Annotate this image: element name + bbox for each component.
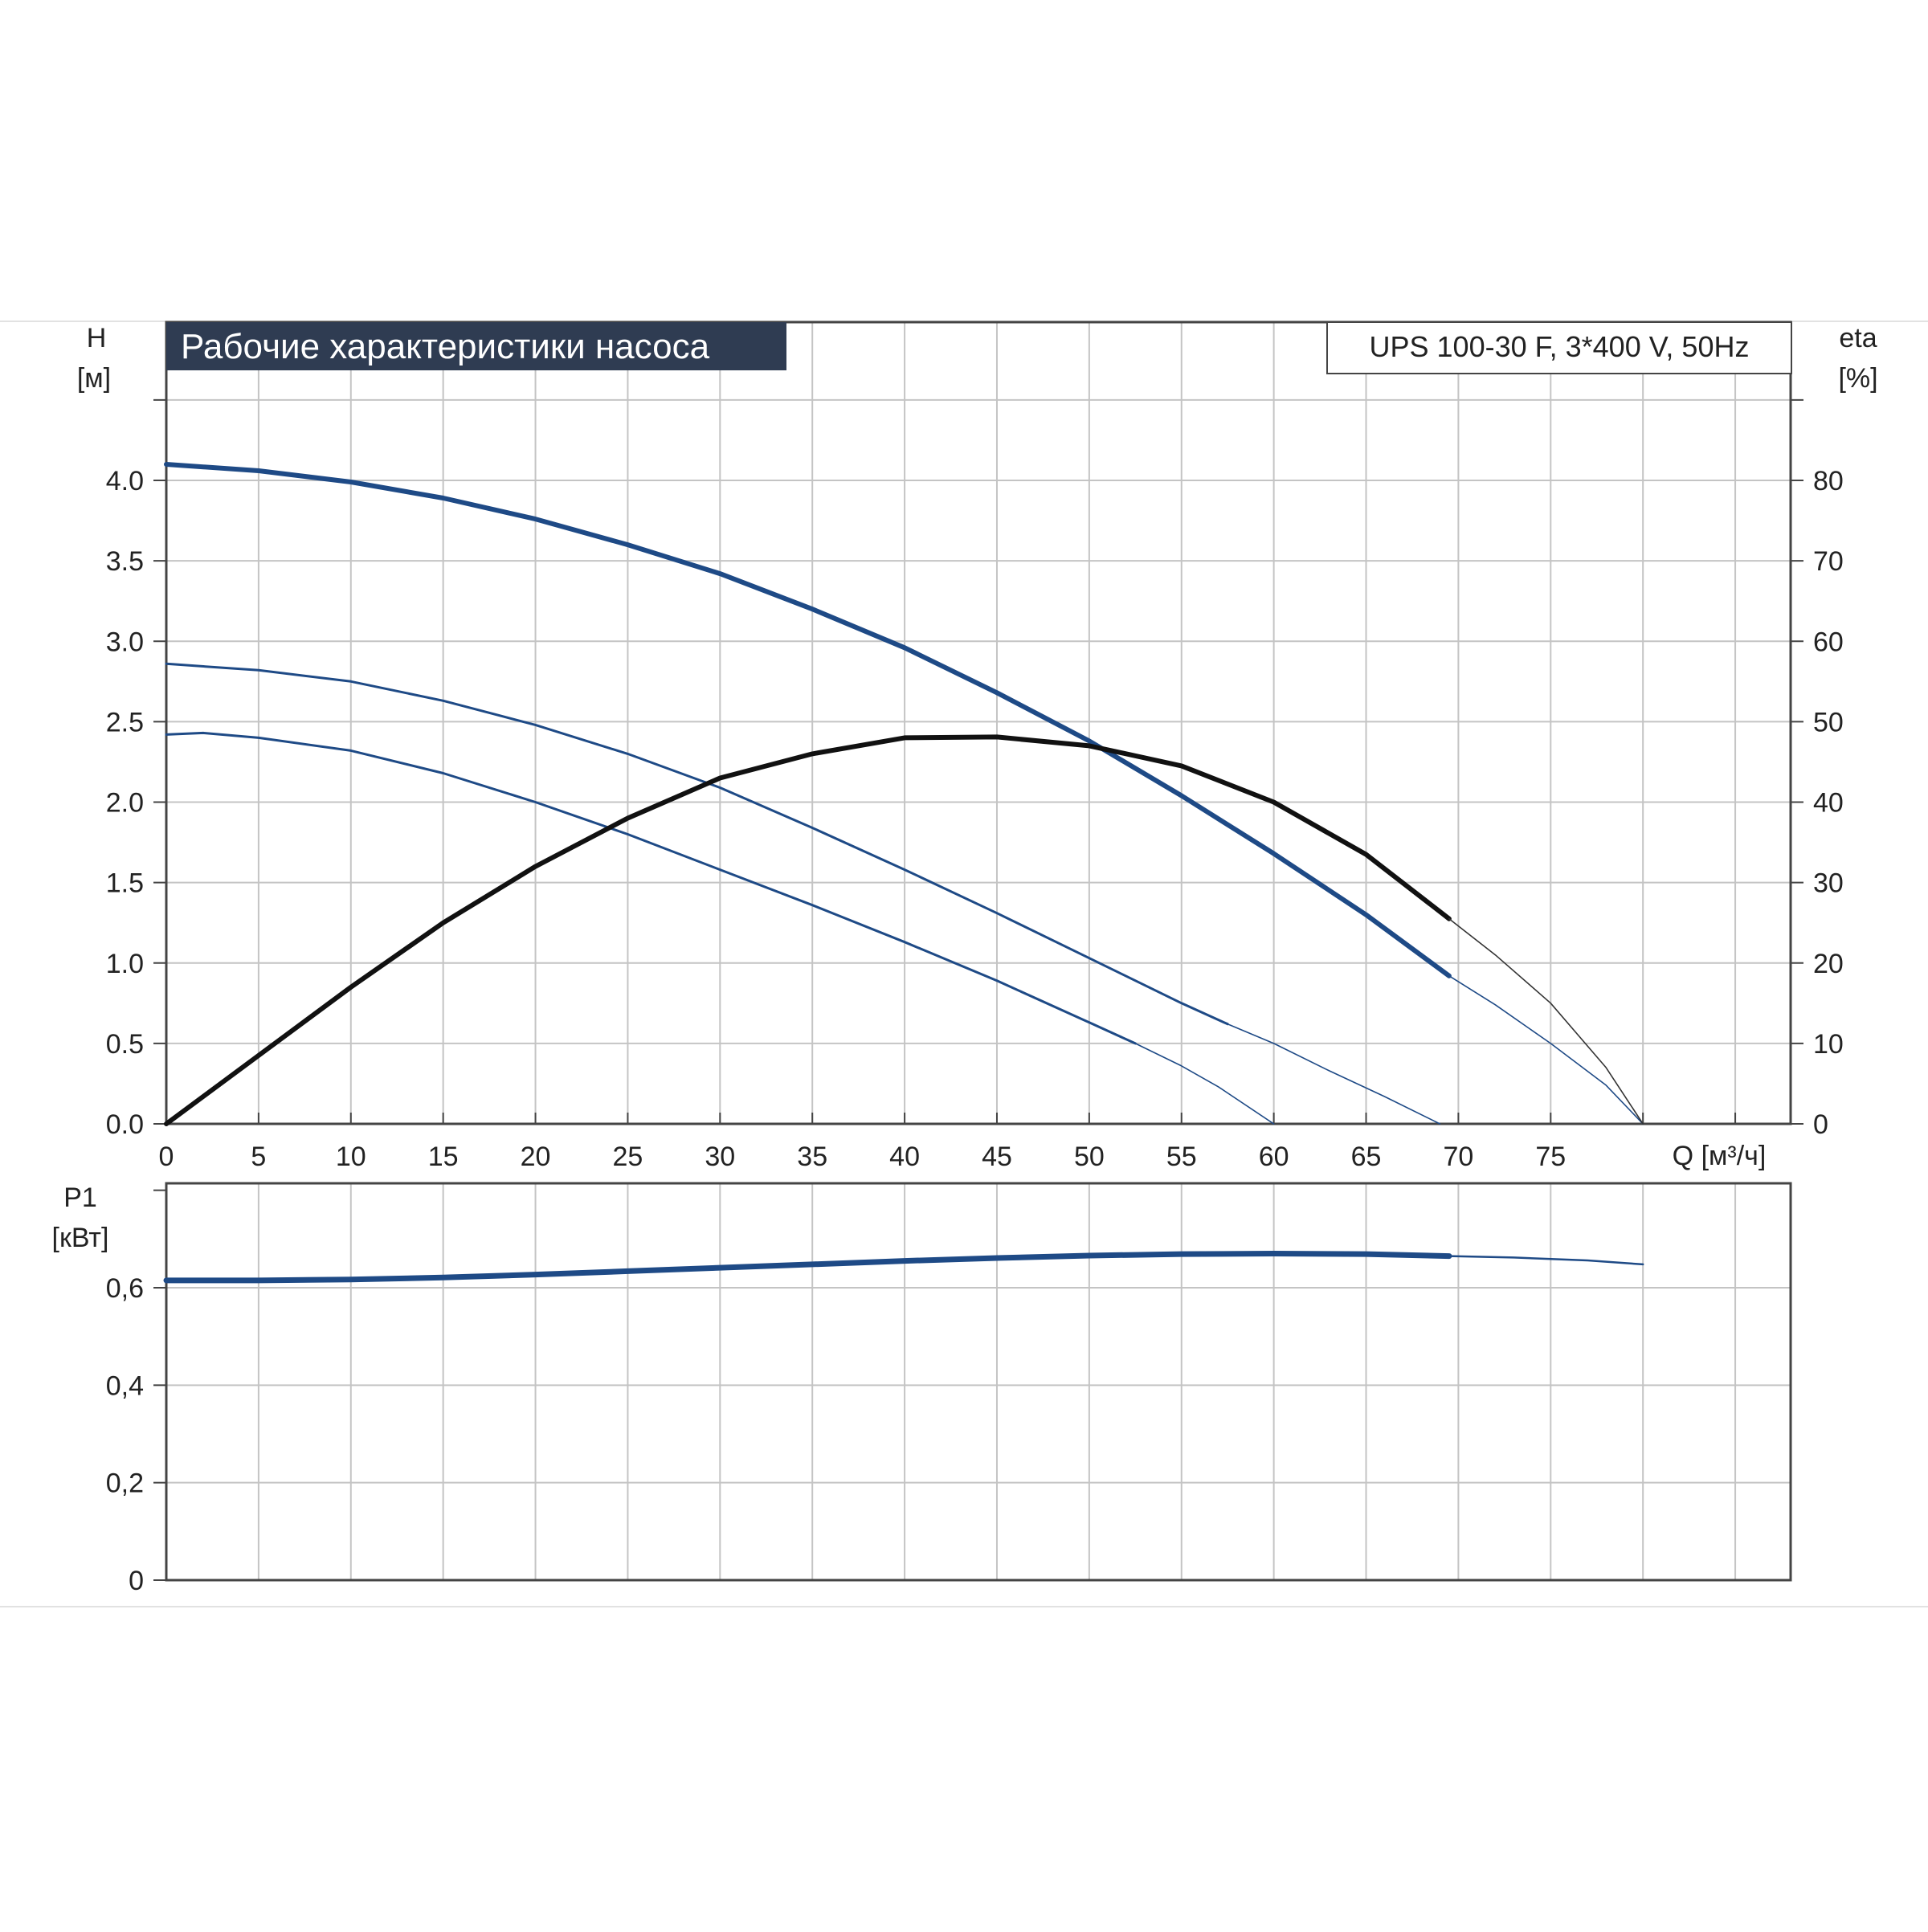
h-tick-label: 0.5 — [106, 1029, 144, 1060]
eta-tick-label: 10 — [1813, 1029, 1844, 1060]
h-curve-mid — [165, 662, 1229, 1026]
q-tick-label: 20 — [521, 1142, 551, 1172]
eta-tick-label: 60 — [1813, 627, 1844, 657]
eta-tick-label: 30 — [1813, 868, 1844, 899]
main-series — [164, 462, 1644, 1126]
q-tick-label: 55 — [1166, 1142, 1197, 1172]
h-tick-labels: 0.0 0.5 1.0 1.5 2.0 2.5 3.0 3.5 4.0 — [106, 466, 144, 1140]
p1-tick-labels: 0 0,2 0,4 0,6 — [106, 1273, 144, 1596]
main-grid — [153, 322, 1803, 1125]
h-tick-label: 1.0 — [106, 949, 144, 979]
q-tick-label: 65 — [1351, 1142, 1382, 1172]
p1-curve-extension — [1448, 1255, 1644, 1266]
h-tick-label: 2.0 — [106, 788, 144, 819]
model-box — [1326, 321, 1792, 374]
p1-tick-label: 0 — [129, 1566, 144, 1596]
eta-tick-label: 40 — [1813, 788, 1844, 819]
h-curve-max — [164, 462, 1452, 978]
h-tick-label: 2.5 — [106, 707, 144, 737]
eta-tick-label: 70 — [1813, 546, 1844, 577]
q-tick-label: 5 — [251, 1142, 266, 1172]
q-tick-label: 75 — [1535, 1142, 1566, 1172]
eta-axis-label: eta — [1839, 323, 1877, 353]
eta-curve-extension — [1448, 917, 1644, 1125]
main-plot-frame — [165, 321, 1792, 1125]
eta-curve — [164, 734, 1452, 1126]
p1-axis-unit: [кВт] — [52, 1223, 109, 1253]
eta-axis-unit: [%] — [1838, 363, 1877, 394]
model-label: UPS 100-30 F, 3*400 V, 50Hz — [1370, 330, 1750, 363]
q-tick-label: 35 — [797, 1142, 827, 1172]
power-grid — [153, 1183, 1791, 1581]
h-tick-label: 3.5 — [106, 546, 144, 577]
h-axis-label: H — [87, 323, 107, 353]
h-tick-label: 1.5 — [106, 868, 144, 899]
q-tick-label: 25 — [613, 1142, 643, 1172]
h-tick-label: 0.0 — [106, 1109, 144, 1140]
power-plot-frame — [165, 1182, 1792, 1582]
p1-curve — [163, 1251, 1452, 1284]
h-curve-min-extension — [1134, 1043, 1275, 1125]
p1-axis-label: P1 — [63, 1182, 97, 1213]
q-tick-labels: 0 5 10 15 20 25 30 35 40 45 50 55 60 65 70 75 — [159, 1142, 1566, 1172]
h-curve-max-extension — [1448, 975, 1644, 1125]
eta-tick-label: 50 — [1813, 707, 1844, 737]
q-axis-label: Q [м³/ч] — [1673, 1141, 1767, 1171]
h-curve-mid-extension — [1227, 1023, 1441, 1125]
q-tick-label: 50 — [1074, 1142, 1105, 1172]
h-axis-unit: [м] — [77, 363, 111, 394]
q-tick-label: 15 — [428, 1142, 459, 1172]
p1-tick-label: 0,2 — [106, 1468, 144, 1499]
q-tick-label: 60 — [1259, 1142, 1289, 1172]
q-tick-label: 0 — [159, 1142, 174, 1172]
chart-title: Рабочие характеристики насоса — [181, 327, 710, 366]
q-tick-label: 40 — [889, 1142, 920, 1172]
q-tick-label: 70 — [1443, 1142, 1473, 1172]
p1-tick-label: 0,6 — [106, 1273, 144, 1304]
q-tick-label: 45 — [982, 1142, 1012, 1172]
eta-tick-label: 0 — [1813, 1109, 1828, 1140]
p1-tick-label: 0,4 — [106, 1370, 144, 1401]
h-curve-min — [165, 731, 1137, 1045]
eta-tick-labels: 0 10 20 30 40 50 60 70 80 — [1813, 466, 1844, 1140]
power-series — [163, 1251, 1644, 1284]
q-tick-label: 30 — [705, 1142, 735, 1172]
h-tick-label: 3.0 — [106, 627, 144, 657]
eta-tick-label: 80 — [1813, 466, 1844, 496]
title-box — [166, 322, 786, 370]
h-tick-label: 4.0 — [106, 466, 144, 496]
eta-tick-label: 20 — [1813, 949, 1844, 979]
q-tick-label: 10 — [336, 1142, 366, 1172]
